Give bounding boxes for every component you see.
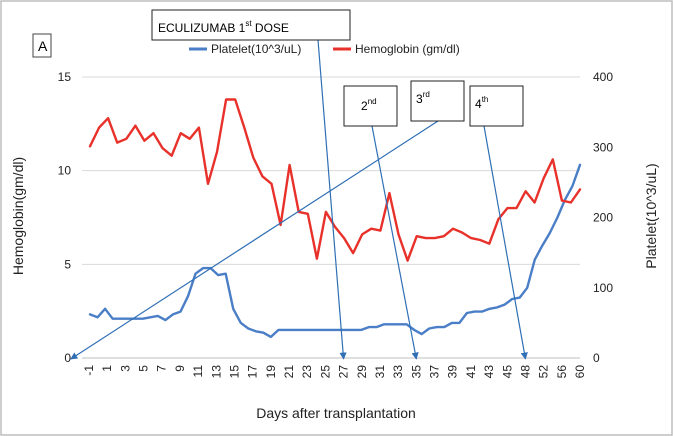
y-left-tick-label: 5 xyxy=(64,257,71,271)
dose-arrow-3 xyxy=(70,120,439,360)
x-tick-label: 25 xyxy=(318,365,332,379)
x-tick-label: 48 xyxy=(518,365,532,379)
x-tick-label: 39 xyxy=(446,365,460,379)
panel-label: A xyxy=(38,38,48,54)
panel-label-box xyxy=(32,33,52,58)
x-tick-label: 7 xyxy=(155,365,169,372)
dose-arrow-4 xyxy=(483,125,528,360)
dose-label-2: 2nd xyxy=(361,97,377,113)
y-axis-left-title: Hemoglobin(gm/dl) xyxy=(10,157,26,275)
y-right-tick-label: 300 xyxy=(593,140,613,154)
x-tick-label: 9 xyxy=(173,365,187,372)
x-tick-label: 29 xyxy=(355,365,369,379)
x-tick-label: 45 xyxy=(500,365,514,379)
y-left-tick-label: 0 xyxy=(64,351,71,365)
dose-arrow-2 xyxy=(371,125,419,360)
x-tick-label: 33 xyxy=(391,365,405,379)
x-tick-label: 21 xyxy=(282,365,296,379)
dose-label-1: ECULIZUMAB 1st DOSE xyxy=(158,19,289,35)
x-tick-label: 43 xyxy=(482,365,496,379)
x-tick-label: 11 xyxy=(191,365,205,378)
dose-label-4: 4th xyxy=(475,95,488,111)
x-tick-label: 13 xyxy=(209,365,223,379)
y-axis-right-title: Platelet(10^3/uL) xyxy=(643,163,659,268)
dose-box-3 xyxy=(410,80,465,122)
y-left-tick-label: 15 xyxy=(58,70,72,84)
dose-annotations: ECULIZUMAB 1st DOSE 2nd 3rd 4th xyxy=(70,9,528,360)
dose-box-2 xyxy=(343,85,398,127)
x-tick-label: 37 xyxy=(428,365,442,379)
x-tick-label: 41 xyxy=(464,365,478,379)
dose-arrow-1 xyxy=(317,39,347,360)
legend: Platelet(10^3/uL) Hemoglobin (gm/dl) xyxy=(189,42,460,56)
x-tick-label: 56 xyxy=(555,365,569,379)
x-tick-label: 1 xyxy=(100,365,114,372)
x-tick-label: -1 xyxy=(82,365,96,376)
x-tick-label: 31 xyxy=(373,365,387,379)
dose-label-3: 3rd xyxy=(416,90,430,106)
x-tick-label: 27 xyxy=(337,365,351,379)
y-right-tick-label: 200 xyxy=(593,211,613,225)
y-right-tick-label: 400 xyxy=(593,70,613,84)
x-tick-label: 52 xyxy=(537,365,551,379)
y-left-tick-label: 10 xyxy=(58,164,72,178)
x-tick-label: 35 xyxy=(409,365,423,379)
dose-box-1 xyxy=(151,9,351,41)
x-tick-label: 15 xyxy=(227,365,241,379)
x-tick-label: 19 xyxy=(264,365,278,379)
x-tick-label: 5 xyxy=(137,365,151,372)
y-right-tick-label: 100 xyxy=(593,281,613,295)
series-lines xyxy=(88,98,582,339)
x-tick-label: 23 xyxy=(300,365,314,379)
legend-label-hemoglobin: Hemoglobin (gm/dl) xyxy=(355,42,460,56)
x-tick-label: 17 xyxy=(246,365,260,379)
y-right-tick-label: 0 xyxy=(593,351,600,365)
series-line-hemoglobin xyxy=(88,98,582,262)
legend-label-platelet: Platelet(10^3/uL) xyxy=(211,42,301,56)
x-tick-label: 3 xyxy=(118,365,132,372)
x-axis-title: Days after transplantation xyxy=(256,405,416,421)
series-line-platelet xyxy=(88,163,582,339)
x-tick-label: 60 xyxy=(573,365,587,379)
dose-box-4 xyxy=(469,85,524,127)
